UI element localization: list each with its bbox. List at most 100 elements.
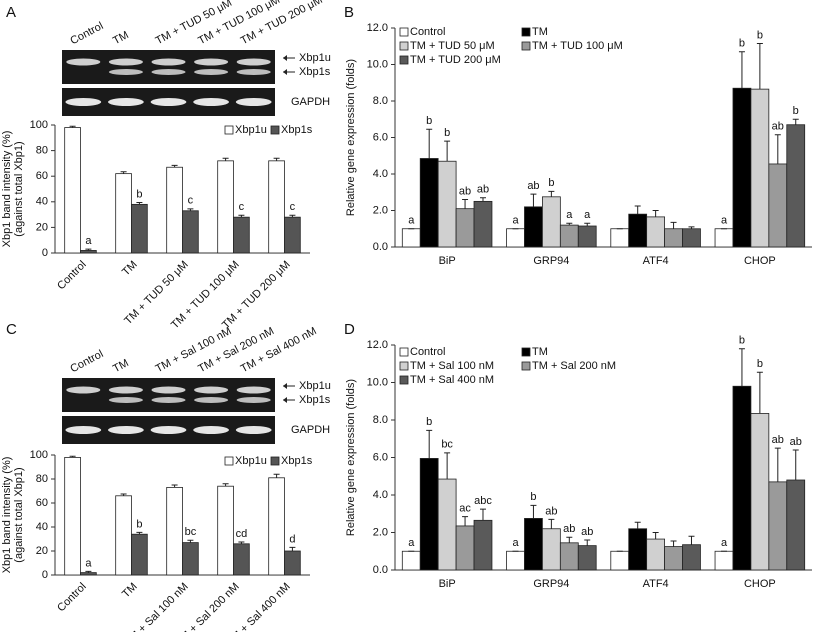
bar bbox=[664, 546, 683, 571]
significance-letter: d bbox=[289, 533, 295, 545]
bar bbox=[131, 203, 148, 254]
y-tick-label: 6.0 bbox=[373, 451, 388, 463]
error-bar bbox=[444, 452, 451, 480]
error-bar bbox=[187, 539, 194, 543]
legend-label: TM bbox=[532, 26, 548, 38]
significance-letter: a bbox=[584, 209, 591, 221]
y-tick-label: 2.0 bbox=[373, 526, 388, 538]
error-bar bbox=[584, 222, 591, 227]
y-tick-label: 60 bbox=[36, 497, 48, 509]
bar bbox=[577, 225, 597, 248]
legend-swatch bbox=[399, 55, 409, 65]
error-bar bbox=[171, 484, 178, 488]
x-tick-label: Control bbox=[55, 259, 89, 293]
bar bbox=[268, 477, 285, 576]
bar bbox=[559, 542, 579, 571]
bar bbox=[131, 533, 148, 576]
gel-band bbox=[65, 426, 102, 434]
gel-band bbox=[65, 98, 102, 106]
bar bbox=[217, 485, 234, 576]
legend-swatch bbox=[270, 125, 280, 135]
bar bbox=[506, 228, 525, 248]
y-tick-label: 12.0 bbox=[367, 339, 388, 351]
bar bbox=[628, 528, 648, 571]
gel-band bbox=[193, 426, 229, 434]
significance-letter: b bbox=[739, 335, 745, 347]
error-bar bbox=[187, 208, 194, 211]
error-bar bbox=[120, 171, 127, 174]
gel-band bbox=[236, 58, 271, 66]
significance-letter: a bbox=[512, 537, 519, 549]
legend-label: Xbp1s bbox=[281, 455, 313, 467]
significance-letter: ab bbox=[563, 523, 575, 535]
significance-letter: bc bbox=[185, 526, 197, 538]
y-tick-label: 10.0 bbox=[367, 58, 388, 70]
legend-swatch bbox=[399, 361, 409, 371]
panel-letter: C bbox=[6, 321, 17, 338]
legend-swatch bbox=[521, 347, 531, 357]
error-bar bbox=[136, 201, 143, 205]
bar bbox=[166, 166, 183, 254]
y-tick-label: 100 bbox=[30, 119, 48, 131]
legend-label: Xbp1s bbox=[281, 124, 313, 136]
band-label: GAPDH bbox=[291, 424, 330, 436]
bar bbox=[284, 216, 301, 254]
bar bbox=[115, 173, 132, 254]
error-bar bbox=[222, 157, 229, 161]
bar bbox=[80, 250, 97, 254]
gel-band bbox=[236, 386, 271, 394]
significance-letter: b bbox=[444, 127, 450, 139]
error-bar bbox=[548, 518, 555, 529]
error-bar bbox=[566, 222, 573, 226]
gel-band bbox=[194, 397, 229, 403]
error-bar bbox=[634, 205, 641, 215]
error-bar bbox=[273, 157, 280, 161]
gel-band bbox=[236, 397, 271, 403]
error-bar bbox=[171, 164, 178, 168]
y-tick-label: 40 bbox=[36, 521, 48, 533]
legend-swatch bbox=[521, 361, 531, 371]
significance-letter: b bbox=[739, 38, 745, 50]
gel-band bbox=[66, 386, 101, 394]
bar bbox=[437, 160, 457, 248]
significance-letter: ab bbox=[772, 434, 784, 446]
error-bar bbox=[273, 473, 280, 478]
significance-letter: ab bbox=[545, 505, 557, 517]
error-bar bbox=[136, 531, 143, 535]
error-bar bbox=[444, 140, 451, 162]
x-tick-label: GRP94 bbox=[533, 578, 569, 590]
significance-letter: a bbox=[721, 537, 728, 549]
bar bbox=[542, 196, 561, 248]
bar bbox=[419, 458, 439, 571]
x-tick-label: CHOP bbox=[744, 578, 776, 590]
bar bbox=[664, 228, 683, 248]
gel-band bbox=[193, 98, 229, 106]
error-bar bbox=[479, 508, 486, 521]
y-axis-title: Relative gene expression (folds) bbox=[345, 59, 357, 216]
gel-band bbox=[150, 98, 187, 106]
error-bar bbox=[688, 226, 695, 229]
y-tick-label: 4.0 bbox=[373, 168, 388, 180]
significance-letter: b bbox=[757, 29, 763, 41]
error-bar bbox=[774, 447, 781, 482]
x-tick-label: GRP94 bbox=[533, 255, 569, 267]
error-bar bbox=[670, 221, 677, 229]
y-tick-label: 80 bbox=[36, 145, 48, 157]
y-tick-label: 20 bbox=[36, 545, 48, 557]
y-tick-label: 60 bbox=[36, 170, 48, 182]
error-bar bbox=[85, 570, 92, 573]
bar bbox=[768, 163, 788, 248]
bar bbox=[714, 550, 734, 571]
error-bar bbox=[426, 429, 433, 459]
bar bbox=[401, 228, 421, 248]
legend-label: TM + Sal 400 nM bbox=[410, 374, 494, 386]
significance-letter: a bbox=[512, 215, 519, 227]
legend-label: TM + Sal 200 nM bbox=[532, 360, 616, 372]
significance-letter: ab bbox=[459, 185, 471, 197]
error-bar bbox=[738, 348, 745, 387]
error-bar bbox=[756, 43, 763, 90]
gel-band bbox=[108, 69, 143, 75]
band-label: Xbp1u bbox=[299, 380, 331, 392]
legend-label: TM bbox=[532, 346, 548, 358]
error-bar bbox=[738, 51, 745, 89]
